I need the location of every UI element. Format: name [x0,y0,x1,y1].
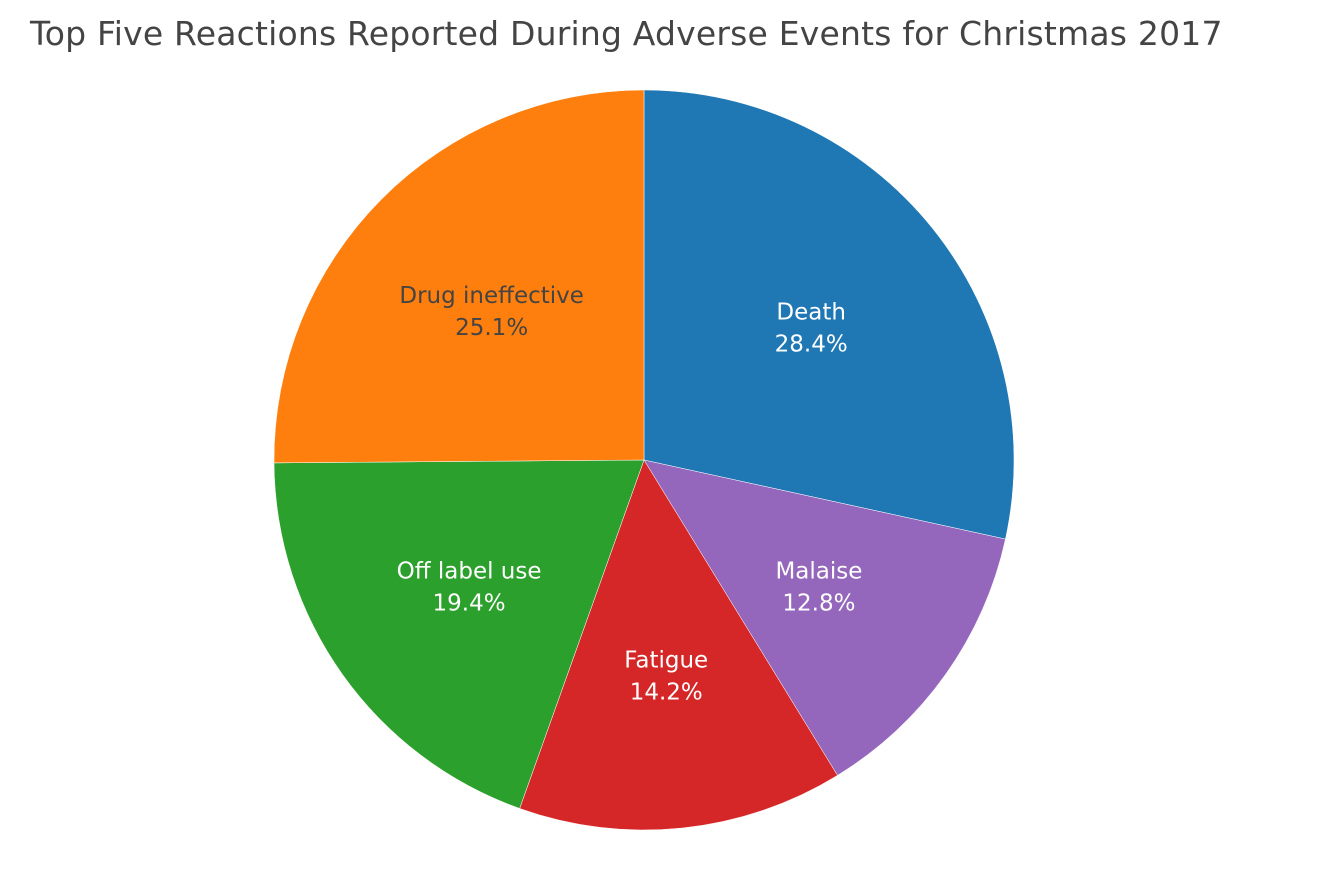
pie-slice-death [643,89,1015,540]
slice-label-fatigue: Fatigue [624,647,708,673]
pie-slice-drug-ineffective [273,89,645,464]
pie-slices [273,89,1015,831]
slice-label-malaise: Malaise [775,558,862,584]
slice-label-drug-ineffective: Drug ineffective [399,283,584,309]
pie-slice-fatigue [519,459,838,831]
slice-percent-off-label-use: 19.4% [433,590,506,616]
chart-title: Top Five Reactions Reported During Adver… [30,14,1223,53]
pie-labels: Death 28.4% Malaise 12.8% Fatigue 14.2% Off la… [397,283,863,706]
slice-label-death: Death [776,299,846,325]
slice-percent-fatigue: 14.2% [630,679,703,705]
slice-percent-drug-ineffective: 25.1% [455,315,528,341]
slice-label-off-label-use: Off label use [397,558,542,584]
pie-slice-off-label-use [273,459,645,809]
slice-percent-malaise: 12.8% [782,590,855,616]
pie-slice-malaise [643,459,1006,776]
slice-percent-death: 28.4% [775,331,848,357]
